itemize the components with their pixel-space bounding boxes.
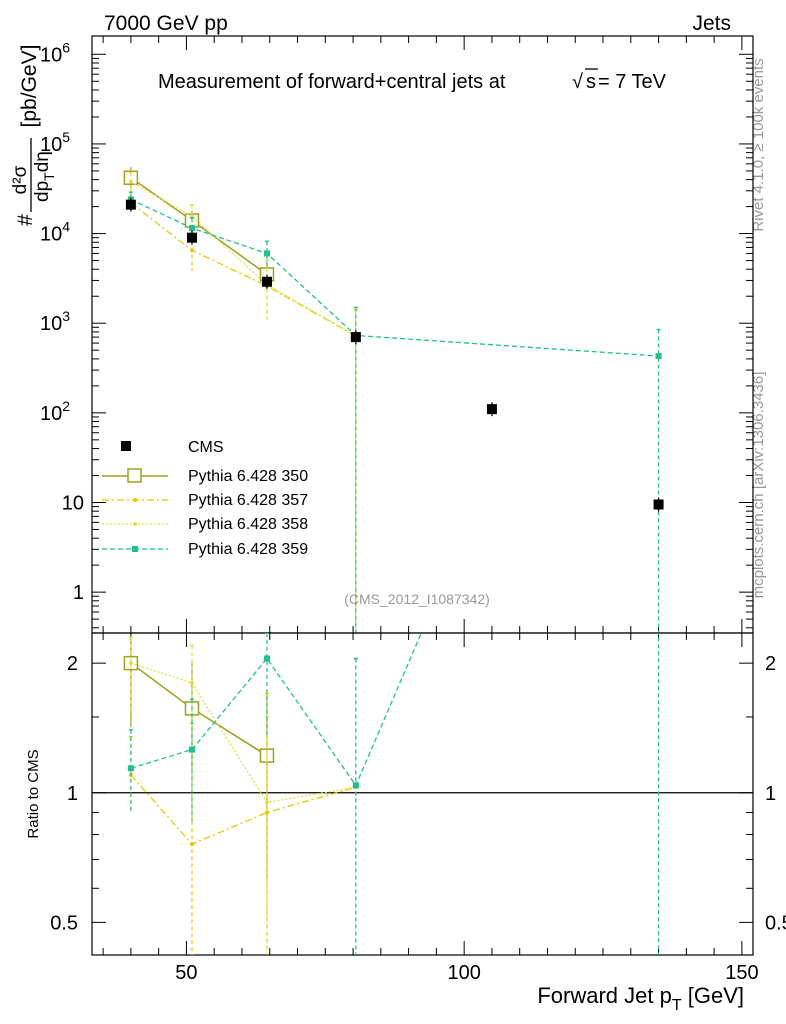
ylabel-hash: #	[14, 214, 37, 226]
legend-359-label: Pythia 6.428 359	[188, 541, 308, 558]
main-y-tick-exp: 2	[62, 398, 70, 414]
legend-358-marker	[133, 522, 137, 526]
main-y-tick-exp: 5	[62, 129, 70, 145]
ratio3-point	[264, 800, 269, 805]
ratio-y-tick-label-right: 1	[765, 783, 776, 805]
ratio-x-tick-labels: 50 100 150	[175, 962, 758, 984]
ratio2-point	[264, 810, 269, 815]
main-y-tick-base: 10	[40, 44, 62, 66]
ratio3-point	[189, 680, 194, 685]
main-y-tick-exp: 3	[62, 308, 70, 324]
legend: CMS Pythia 6.428 350 Pythia 6.428 357 Py…	[102, 439, 308, 558]
ratio4-series-line	[130, 633, 423, 787]
legend-357-label: Pythia 6.428 357	[188, 492, 308, 509]
main-data-layer	[123, 167, 664, 633]
mc4-point	[188, 225, 195, 232]
ratio4-point	[263, 655, 270, 662]
x-tick-label: 100	[447, 962, 480, 984]
x-axis-label: Forward Jet pT [GeV]	[537, 983, 744, 1014]
main-y-tick-label: 1	[73, 582, 84, 604]
ylabel-numerator: d²σ	[10, 165, 31, 194]
main-y-tick-label: 102	[40, 398, 70, 425]
rivet-version-label: Rivet 4.1.0, ≥ 100k events	[750, 58, 767, 231]
mc2-point	[189, 248, 194, 253]
mcplots-label: mcplots.cern.ch [arXiv:1306.3436]	[750, 372, 767, 599]
xlabel-main: Forward Jet p	[537, 983, 672, 1008]
main-y-tick-label: 10	[62, 492, 84, 514]
ratio2-series-line	[130, 774, 357, 845]
ratio3-series-line	[130, 662, 356, 804]
mc3-point	[128, 179, 133, 184]
main-y-tick-exp: 4	[62, 219, 70, 235]
ylabel-unit: [pb/GeV]	[18, 45, 41, 128]
mc3-series-line	[130, 181, 357, 337]
legend-358-label: Pythia 6.428 358	[188, 516, 308, 533]
main-axis-ticks	[92, 36, 753, 633]
main-y-tick-base: 10	[40, 313, 62, 335]
chart-title: Measurement of forward+central jets at	[158, 71, 506, 93]
ylabel-den-sub: T	[41, 172, 57, 181]
header-right-label: Jets	[692, 12, 731, 35]
main-y-tick-label: 103	[40, 308, 70, 335]
main-y-axis-label: # d²σ dpTdη [pb/GeV]	[10, 45, 57, 226]
ylabel-den-tail: dη	[32, 151, 53, 172]
title-sqrt-symbol: √	[572, 71, 583, 93]
legend-350-marker	[127, 468, 142, 483]
legend-359-marker	[132, 546, 138, 552]
xlabel-unit: [GeV]	[682, 983, 744, 1008]
ratio-data-layer	[92, 633, 753, 955]
ratio4-point	[352, 782, 359, 789]
ratio-y-tick-label: 0.5	[50, 912, 78, 934]
title-sqrt-arg: s	[586, 71, 596, 93]
ylabel-denominator: dpTdη	[32, 151, 57, 202]
legend-350-label: Pythia 6.428 350	[188, 468, 308, 485]
mc1-point	[123, 170, 139, 185]
ratio-y-axis-label: Ratio to CMS	[25, 749, 42, 838]
main-y-tick-label: 105	[40, 129, 70, 156]
ylabel-den-dp: dp	[32, 181, 53, 202]
main-y-tick-base: 10	[40, 403, 62, 425]
x-tick-label: 50	[175, 962, 197, 984]
header-left-label: 7000 GeV pp	[104, 12, 228, 35]
main-y-tick-exp: 6	[62, 39, 70, 55]
main-y-tick-label: 104	[40, 219, 70, 246]
ratio2-point	[189, 842, 194, 847]
analysis-watermark: (CMS_2012_I1087342)	[344, 591, 490, 607]
legend-cms-label: CMS	[188, 439, 224, 456]
mc4-point	[655, 353, 662, 360]
ratio3-point	[128, 661, 133, 666]
x-tick-label: 150	[725, 962, 758, 984]
title-suffix: = 7 TeV	[598, 71, 667, 93]
ratio-y-tick-label: 1	[67, 783, 78, 805]
mc4-point	[263, 250, 270, 257]
ratio4-point	[188, 746, 195, 753]
ratio-y-tick-labels: 0.5 0.5 1 1 2 2	[50, 653, 786, 934]
legend-cms-marker	[121, 441, 131, 451]
xlabel-sub: T	[672, 997, 682, 1014]
ratio4-point	[127, 765, 134, 772]
main-y-tick-base: 10	[40, 224, 62, 246]
main-y-tick-base: 10	[40, 134, 62, 156]
ratio-y-tick-label-right: 0.5	[765, 912, 786, 934]
mc2-series-line	[130, 202, 357, 337]
mc4-series-line	[130, 198, 659, 357]
title-prefix: Measurement of forward+central jets at	[158, 71, 506, 93]
main-y-tick-label: 106	[40, 39, 70, 66]
ratio-plot-frame	[91, 632, 754, 956]
ratio-y-tick-label-right: 2	[765, 653, 776, 675]
ratio-y-tick-label: 2	[67, 653, 78, 675]
legend-357-marker	[133, 498, 137, 502]
